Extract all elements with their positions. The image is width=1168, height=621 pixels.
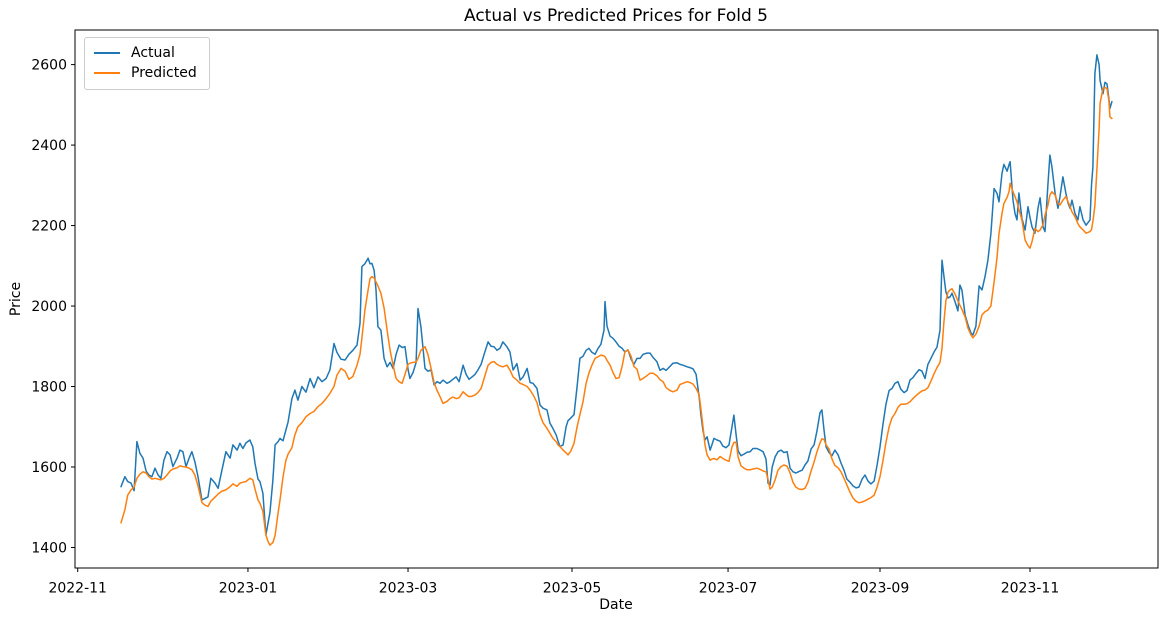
plot-frame	[74, 29, 1159, 569]
legend: Actual Predicted	[84, 37, 210, 90]
legend-swatch-predicted	[94, 72, 120, 74]
x-tick-label: 2023-03	[379, 581, 438, 597]
x-axis-label: Date	[599, 597, 632, 613]
x-tick-label: 2023-01	[219, 581, 278, 597]
x-tick-label: 2023-11	[1001, 581, 1060, 597]
x-axis-ticks: 2022-11 2023-01 2023-03 2023-05 2023-07 2023-…	[48, 568, 1059, 597]
x-tick-label: 2023-05	[543, 581, 602, 597]
x-tick-label: 2023-07	[699, 581, 758, 597]
series-lines	[120, 54, 1113, 546]
legend-label-predicted: Predicted	[131, 65, 197, 81]
legend-label-actual: Actual	[131, 45, 175, 61]
x-tick-label: 2023-09	[851, 581, 910, 597]
y-tick-label: 1400	[31, 540, 67, 556]
legend-item-predicted: Predicted	[94, 63, 197, 83]
y-tick-label: 2400	[31, 138, 67, 154]
y-tick-label: 1600	[31, 460, 67, 476]
y-tick-label: 2000	[31, 299, 67, 315]
chart-title: Actual vs Predicted Prices for Fold 5	[464, 6, 768, 26]
y-axis-label: Price	[8, 282, 24, 316]
legend-item-actual: Actual	[94, 43, 197, 63]
y-tick-label: 2600	[31, 58, 67, 74]
y-axis-ticks: 1400 1600 1800 2000 2200 2400 2600	[31, 58, 75, 556]
legend-swatch-actual	[94, 52, 120, 54]
x-tick-label: 2022-11	[48, 581, 107, 597]
y-tick-label: 2200	[31, 219, 67, 235]
predicted-line	[120, 86, 1113, 546]
actual-line	[120, 54, 1113, 536]
y-tick-label: 1800	[31, 380, 67, 396]
